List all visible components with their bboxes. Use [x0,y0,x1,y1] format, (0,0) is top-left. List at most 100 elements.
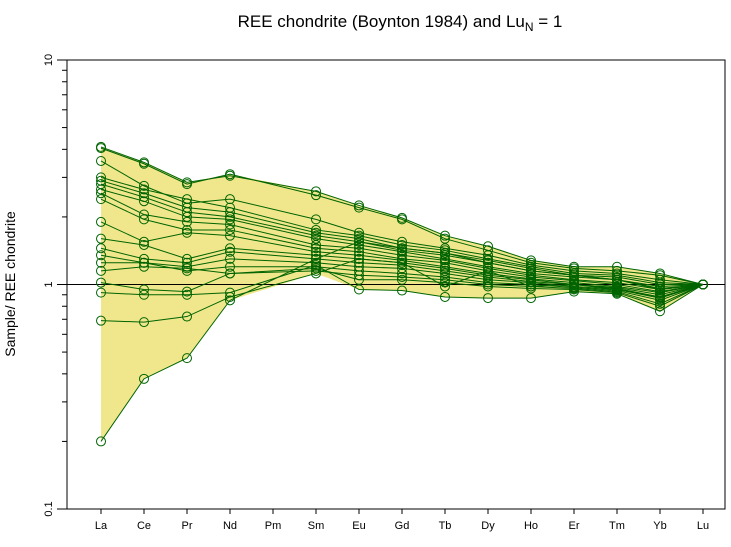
data-point [182,194,192,205]
data-point [311,260,321,271]
data-point [483,257,493,268]
data-point [139,284,149,295]
series-line [100,192,704,291]
series-line [100,238,704,296]
data-point [526,293,536,304]
data-point [311,253,321,264]
data-point [354,246,364,257]
data-point [225,214,235,225]
data-point [440,291,450,302]
data-point [483,265,493,276]
x-tick-label: Lu [697,520,709,532]
data-point [698,279,708,290]
data-point [397,257,407,268]
data-point [440,230,450,241]
data-point [139,253,149,264]
series-line [100,258,704,323]
data-point [139,180,149,191]
data-point [182,265,192,276]
data-point [440,233,450,244]
data-point [225,243,235,254]
data-point [182,353,192,364]
y-tick-label: 10 [43,54,55,66]
data-point [96,155,106,166]
data-point [483,255,493,266]
data-point [96,250,106,261]
data-point [440,257,450,268]
series-line [100,241,704,442]
y-tick-label: 1 [43,281,55,287]
data-point [483,281,493,292]
data-point [225,295,235,306]
data-point [96,216,106,227]
x-tick-label: Tb [439,520,452,532]
series-line [100,198,704,293]
data-point [225,246,235,257]
data-point [311,246,321,257]
x-tick-label: Tm [609,520,625,532]
data-point [311,243,321,254]
series-line [100,221,704,294]
data-point [96,436,106,447]
data-point [440,255,450,266]
chart-title-subscript: N [525,20,534,34]
x-tick-label: Ho [524,520,538,532]
data-point [225,230,235,241]
data-point [182,286,192,297]
data-point [354,257,364,268]
data-point [96,315,106,326]
data-point [225,211,235,222]
data-point [311,250,321,261]
data-point [311,214,321,225]
data-point [225,169,235,180]
data-point [182,289,192,300]
data-point [397,271,407,282]
data-point [440,274,450,285]
data-point [182,224,192,235]
data-point [354,250,364,261]
data-point [440,277,450,288]
x-tick-label: Ce [137,520,151,532]
data-point [397,274,407,285]
data-point [655,284,665,295]
data-point [139,158,149,169]
series-line [100,266,704,305]
series-line [100,147,704,285]
data-point [311,257,321,268]
envelope-band [101,146,703,442]
data-point [139,261,149,272]
data-point [96,194,106,205]
data-point [225,253,235,264]
data-point [225,194,235,205]
data-point [182,311,192,322]
x-tick-label: Dy [481,520,495,532]
data-point [311,268,321,279]
data-point [311,227,321,238]
data-point [397,285,407,296]
data-point [182,216,192,227]
data-point [96,287,106,298]
data-point [526,257,536,268]
data-point [139,373,149,384]
x-tick-label: Pr [182,520,193,532]
data-point [139,317,149,328]
chart-title: REE chondrite (Boynton 1984) and LuN = 1 [238,12,563,34]
series-line [100,264,704,312]
series-line [100,254,704,299]
x-tick-label: Gd [395,520,410,532]
data-point [311,239,321,250]
series-line [100,146,704,285]
data-point [182,227,192,238]
data-point [440,281,450,292]
data-point [569,270,579,281]
data-point [612,274,622,285]
data-point [569,286,579,297]
data-point [96,265,106,276]
data-point [139,184,149,195]
data-point [225,219,235,230]
data-point [354,233,364,244]
data-point [354,236,364,247]
data-point [311,233,321,244]
data-point [96,172,106,183]
x-tick-label: Pm [265,520,282,532]
